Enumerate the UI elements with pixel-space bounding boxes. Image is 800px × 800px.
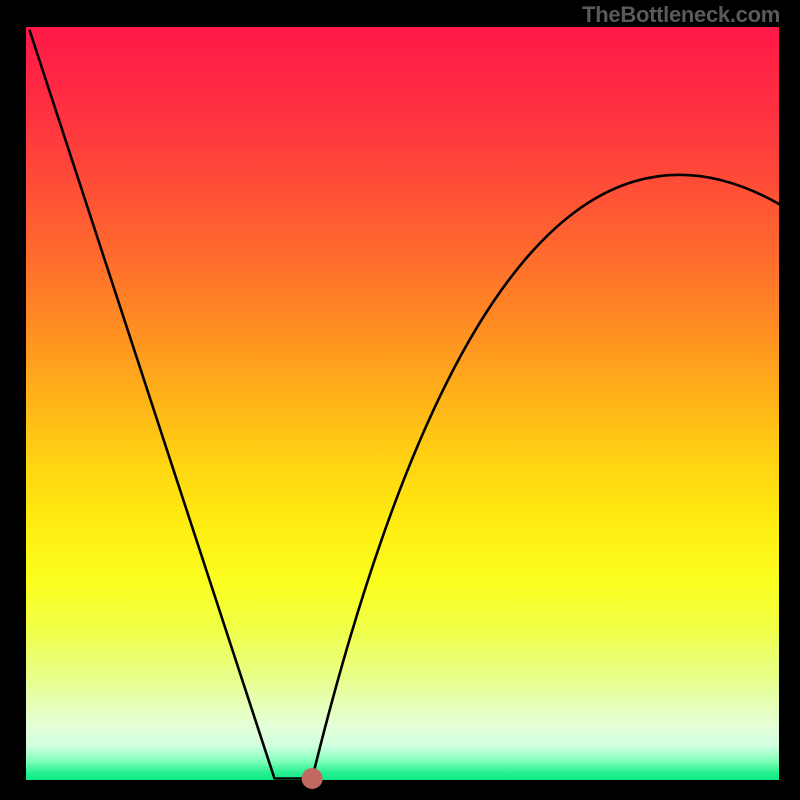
plot-background: [26, 27, 779, 780]
optimum-marker: [302, 768, 322, 788]
watermark-text: TheBottleneck.com: [582, 2, 780, 28]
chart-frame: TheBottleneck.com: [0, 0, 800, 800]
bottleneck-chart: [0, 0, 800, 800]
